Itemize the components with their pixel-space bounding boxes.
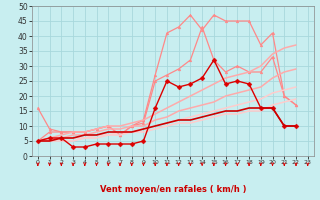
X-axis label: Vent moyen/en rafales ( km/h ): Vent moyen/en rafales ( km/h ) <box>100 185 246 194</box>
